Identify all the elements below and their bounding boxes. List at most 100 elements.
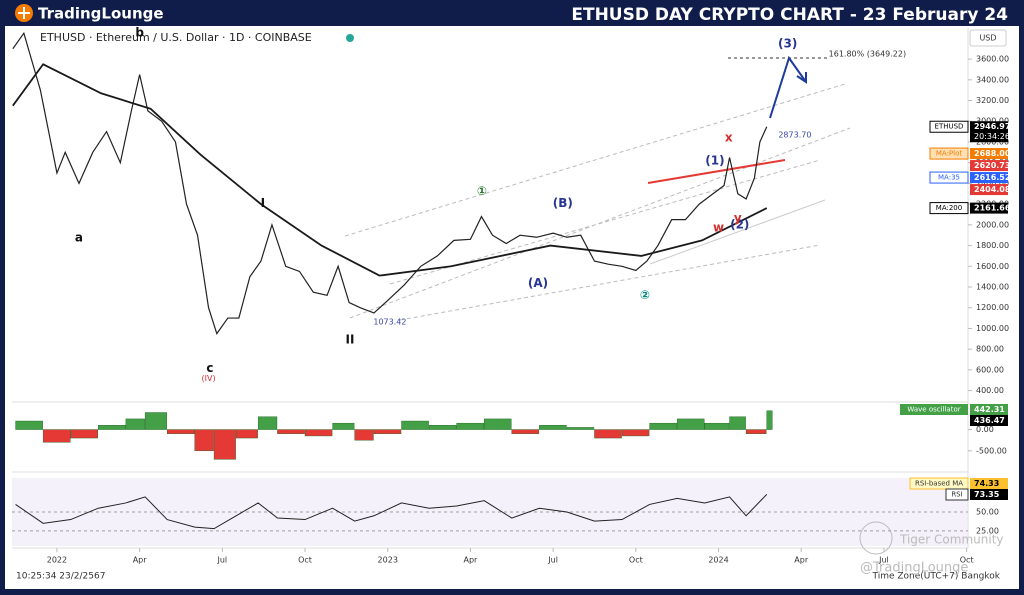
rsi-tick-label: 25.00 [976, 526, 999, 535]
price-tag [970, 172, 1008, 184]
wave-label: I [261, 196, 265, 210]
osc-tag [970, 415, 1008, 426]
x-tick-label: 2024 [708, 556, 728, 565]
wave-label: (IV) [202, 374, 216, 383]
watermark: @TradingLounge [860, 561, 968, 576]
wave-label: b [135, 25, 144, 39]
x-tick-label: Oct [298, 556, 312, 565]
osc-bar [594, 429, 622, 439]
osc-bar [354, 429, 374, 441]
y-tick-label: 1200.00 [976, 303, 1009, 312]
wave-label: 161.80% (3649.22) [829, 49, 906, 58]
osc-bar [428, 425, 457, 430]
footer-time: 10:25:34 23/2/2567 [16, 572, 105, 582]
wave-label: x [725, 130, 733, 144]
x-tick-label: Oct [629, 556, 643, 565]
wave-label: II [345, 333, 354, 347]
osc-bar [484, 418, 512, 430]
price-tag [970, 184, 1008, 196]
osc-bar [213, 429, 236, 460]
osc-bar [676, 418, 705, 430]
y-tick-label: 1800.00 [976, 241, 1009, 250]
price-line [12, 63, 768, 277]
tag-name: MA:Plot [936, 150, 963, 158]
osc-tick-label: -500.00 [976, 446, 1007, 455]
osc-bar [621, 429, 650, 437]
osc-name: Wave oscillator [907, 406, 960, 414]
wave-label: y [734, 211, 742, 225]
osc-name-box [900, 404, 968, 415]
rsi-tag-value: 74.33 [974, 479, 999, 488]
osc-bar [745, 429, 767, 435]
rsi-band [12, 478, 968, 546]
tag-name: MA:200 [936, 204, 962, 212]
osc-bar [235, 429, 258, 439]
wave-label: c [206, 361, 213, 375]
status-dot [346, 34, 354, 42]
watermark: Tiger Community [899, 533, 1004, 547]
y-tick-label: 2400.00 [976, 179, 1009, 188]
rsi-tick-label: 50.00 [976, 508, 999, 517]
price-tag-value: 2620.73 [974, 161, 1010, 170]
y-tick-label: 800.00 [976, 345, 1004, 354]
wave-label: (3) [778, 36, 797, 50]
wave-label: w [713, 220, 724, 234]
y-tick-label: 1400.00 [976, 283, 1009, 292]
osc-bar [649, 422, 677, 430]
x-tick-label: Oct [960, 556, 974, 565]
symbol-line: ETHUSD · Ethereum / U.S. Dollar · 1D · C… [40, 31, 312, 44]
price-tag-value: 2161.66 [974, 204, 1011, 213]
wave-label: (A) [528, 276, 548, 290]
wave-label: 1073.42 [373, 317, 406, 326]
wave-label: (1) [705, 154, 724, 168]
rsi-line [15, 494, 768, 530]
wave-label: (2) [730, 217, 749, 231]
osc-bar [332, 422, 355, 430]
rsi-tag-value: 73.35 [974, 490, 1000, 499]
currency-box[interactable] [969, 29, 1007, 47]
osc-bar [456, 422, 484, 430]
wave-label: 2873.70 [778, 130, 811, 139]
osc-tick-label: 0.00 [976, 425, 994, 434]
osc-bar [766, 410, 773, 430]
price-tag-value: 2616.52 [974, 173, 1010, 182]
tag-name: ETHUSD [935, 123, 964, 131]
rsi-name: RSI [951, 491, 962, 499]
osc-tag-value: 436.47 [974, 416, 1005, 425]
osc-bar [15, 420, 43, 430]
x-tick-label: Apr [464, 556, 479, 565]
osc-bar [304, 429, 333, 437]
osc-bar [539, 425, 567, 430]
rsi-tag [970, 489, 1008, 500]
channel [344, 83, 851, 319]
trendline-red [647, 159, 786, 184]
currency: USD [979, 34, 996, 43]
osc-tag-value: 442.31 [974, 405, 1005, 414]
tag-name: MA:35 [938, 174, 960, 182]
x-tick-label: Jul [547, 556, 558, 565]
osc-bar [401, 420, 429, 430]
rsi-tag [970, 478, 1008, 489]
osc-bar [194, 429, 214, 452]
watermark-icon [859, 521, 893, 555]
price-tag [970, 160, 1008, 172]
x-tick-label: Jul [217, 556, 228, 565]
price-line [12, 31, 768, 335]
wave-label: ② [640, 288, 650, 302]
footer-timezone: Time Zone(UTC+7) Bangkok [871, 572, 1000, 582]
wave-label: ① [477, 184, 487, 198]
tag-name-box [929, 120, 969, 133]
x-tick-label: 2022 [47, 556, 67, 565]
rsi-name-box [945, 488, 969, 501]
osc-bar [729, 416, 746, 430]
price-tag [970, 121, 1008, 143]
price-tag-value: 2404.08 [974, 185, 1011, 194]
price-tag-value: 2946.97 [974, 122, 1010, 131]
logo-mark [18, 7, 30, 19]
rsi-ma-name-box [909, 477, 969, 490]
y-tick-label: 3600.00 [976, 55, 1009, 64]
drawings [344, 55, 851, 321]
x-tick-label: Apr [794, 556, 809, 565]
price-tag [970, 202, 1008, 214]
